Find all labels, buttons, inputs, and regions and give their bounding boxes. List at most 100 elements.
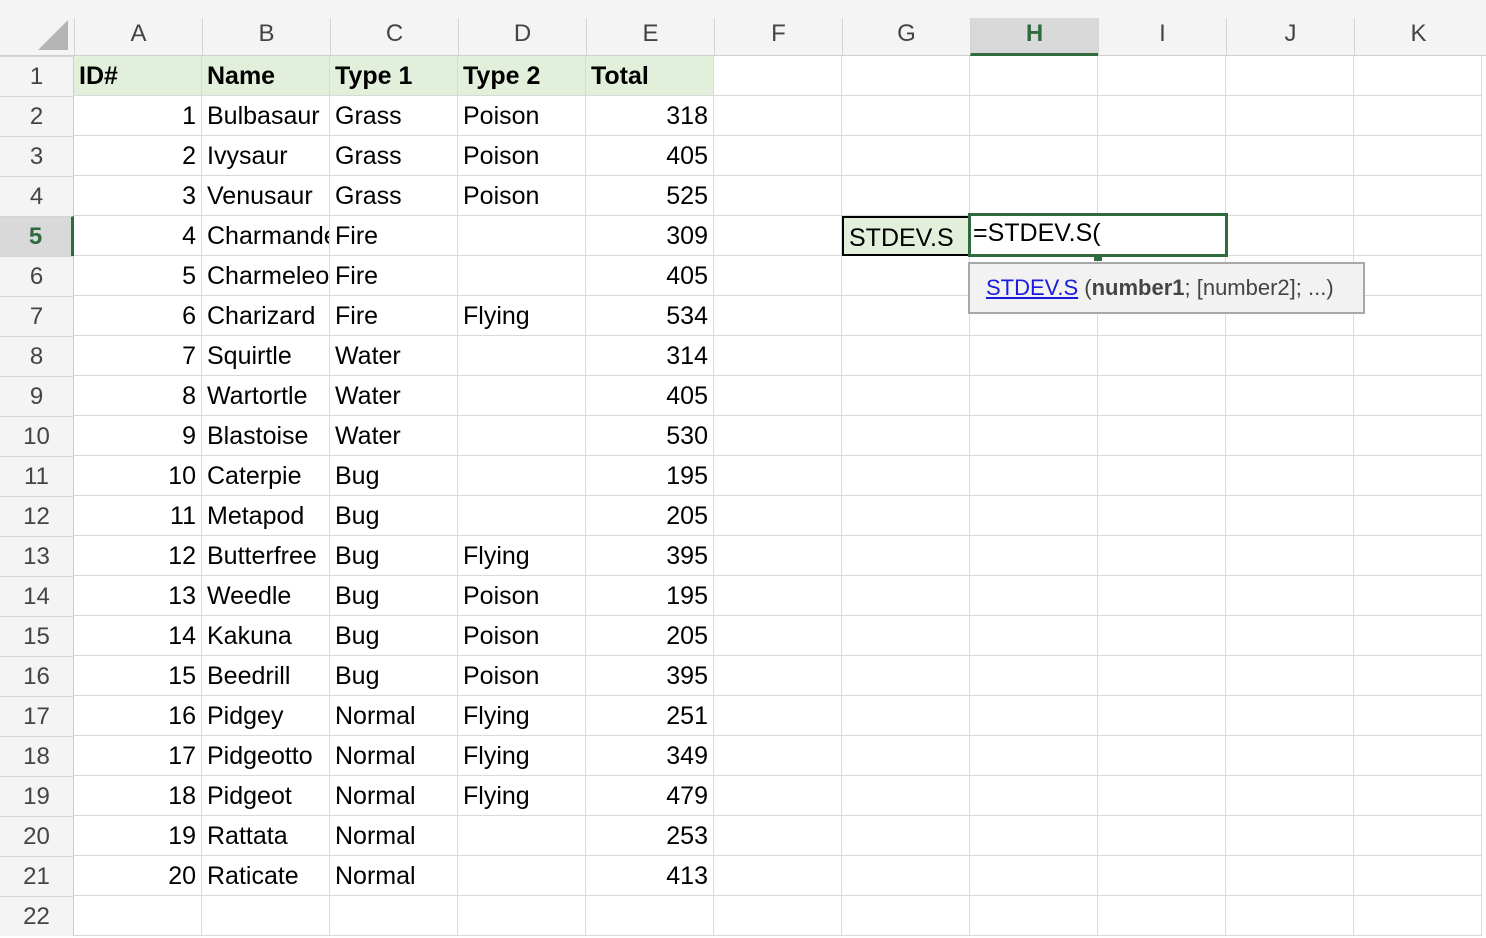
cell-B5[interactable]: Charmander bbox=[202, 216, 330, 256]
column-header-B[interactable]: B bbox=[202, 18, 330, 56]
cell-B12[interactable]: Metapod bbox=[202, 496, 330, 536]
row-header-19[interactable]: 19 bbox=[0, 776, 74, 816]
cell-I12[interactable] bbox=[1098, 496, 1226, 536]
cell-C18[interactable]: Normal bbox=[330, 736, 458, 776]
cell-F4[interactable] bbox=[714, 176, 842, 216]
cell-K2[interactable] bbox=[1354, 96, 1482, 136]
cell-I4[interactable] bbox=[1098, 176, 1226, 216]
cell-D9[interactable] bbox=[458, 376, 586, 416]
cell-C9[interactable]: Water bbox=[330, 376, 458, 416]
cell-E13[interactable]: 395 bbox=[586, 536, 714, 576]
cell-A20[interactable]: 19 bbox=[74, 816, 202, 856]
cell-A14[interactable]: 13 bbox=[74, 576, 202, 616]
cell-F15[interactable] bbox=[714, 616, 842, 656]
cell-I18[interactable] bbox=[1098, 736, 1226, 776]
row-header-12[interactable]: 12 bbox=[0, 496, 74, 536]
cell-D11[interactable] bbox=[458, 456, 586, 496]
cell-F2[interactable] bbox=[714, 96, 842, 136]
cell-H1[interactable] bbox=[970, 56, 1098, 96]
cell-G10[interactable] bbox=[842, 416, 970, 456]
cell-H5[interactable]: =STDEV.S( bbox=[968, 213, 1228, 257]
cell-K21[interactable] bbox=[1354, 856, 1482, 896]
cell-B9[interactable]: Wartortle bbox=[202, 376, 330, 416]
cell-H13[interactable] bbox=[970, 536, 1098, 576]
cell-C15[interactable]: Bug bbox=[330, 616, 458, 656]
cell-E6[interactable]: 405 bbox=[586, 256, 714, 296]
column-header-I[interactable]: I bbox=[1098, 18, 1226, 56]
cell-K18[interactable] bbox=[1354, 736, 1482, 776]
cell-C3[interactable]: Grass bbox=[330, 136, 458, 176]
cell-B14[interactable]: Weedle bbox=[202, 576, 330, 616]
row-header-22[interactable]: 22 bbox=[0, 896, 74, 936]
cell-K19[interactable] bbox=[1354, 776, 1482, 816]
cell-G12[interactable] bbox=[842, 496, 970, 536]
cell-F19[interactable] bbox=[714, 776, 842, 816]
cell-E18[interactable]: 349 bbox=[586, 736, 714, 776]
cell-C8[interactable]: Water bbox=[330, 336, 458, 376]
cell-I8[interactable] bbox=[1098, 336, 1226, 376]
cell-A9[interactable]: 8 bbox=[74, 376, 202, 416]
cell-G21[interactable] bbox=[842, 856, 970, 896]
cell-J2[interactable] bbox=[1226, 96, 1354, 136]
cell-I9[interactable] bbox=[1098, 376, 1226, 416]
cell-J18[interactable] bbox=[1226, 736, 1354, 776]
column-header-E[interactable]: E bbox=[586, 18, 714, 56]
cell-E10[interactable]: 530 bbox=[586, 416, 714, 456]
cell-C17[interactable]: Normal bbox=[330, 696, 458, 736]
row-header-1[interactable]: 1 bbox=[0, 56, 74, 96]
cell-K11[interactable] bbox=[1354, 456, 1482, 496]
select-all-button[interactable] bbox=[0, 18, 74, 56]
cell-F20[interactable] bbox=[714, 816, 842, 856]
cell-D18[interactable]: Flying bbox=[458, 736, 586, 776]
cell-K16[interactable] bbox=[1354, 656, 1482, 696]
cell-C22[interactable] bbox=[330, 896, 458, 936]
cell-K8[interactable] bbox=[1354, 336, 1482, 376]
cell-B10[interactable]: Blastoise bbox=[202, 416, 330, 456]
cell-C21[interactable]: Normal bbox=[330, 856, 458, 896]
cell-E8[interactable]: 314 bbox=[586, 336, 714, 376]
cell-C19[interactable]: Normal bbox=[330, 776, 458, 816]
cell-E9[interactable]: 405 bbox=[586, 376, 714, 416]
cell-C4[interactable]: Grass bbox=[330, 176, 458, 216]
cell-C6[interactable]: Fire bbox=[330, 256, 458, 296]
row-header-5[interactable]: 5 bbox=[0, 216, 74, 256]
cell-A16[interactable]: 15 bbox=[74, 656, 202, 696]
cell-G19[interactable] bbox=[842, 776, 970, 816]
cell-D7[interactable]: Flying bbox=[458, 296, 586, 336]
cell-D4[interactable]: Poison bbox=[458, 176, 586, 216]
row-header-8[interactable]: 8 bbox=[0, 336, 74, 376]
cell-E22[interactable] bbox=[586, 896, 714, 936]
cell-D5[interactable] bbox=[458, 216, 586, 256]
cell-A1[interactable]: ID# bbox=[74, 56, 202, 96]
cell-G2[interactable] bbox=[842, 96, 970, 136]
cell-H21[interactable] bbox=[970, 856, 1098, 896]
cell-G18[interactable] bbox=[842, 736, 970, 776]
cell-K5[interactable] bbox=[1354, 216, 1482, 256]
cell-F10[interactable] bbox=[714, 416, 842, 456]
cell-F14[interactable] bbox=[714, 576, 842, 616]
cell-J14[interactable] bbox=[1226, 576, 1354, 616]
cell-A17[interactable]: 16 bbox=[74, 696, 202, 736]
cell-J13[interactable] bbox=[1226, 536, 1354, 576]
row-header-2[interactable]: 2 bbox=[0, 96, 74, 136]
cell-J19[interactable] bbox=[1226, 776, 1354, 816]
cell-E7[interactable]: 534 bbox=[586, 296, 714, 336]
cell-B13[interactable]: Butterfree bbox=[202, 536, 330, 576]
cell-J11[interactable] bbox=[1226, 456, 1354, 496]
cell-K3[interactable] bbox=[1354, 136, 1482, 176]
cell-E14[interactable]: 195 bbox=[586, 576, 714, 616]
cell-I21[interactable] bbox=[1098, 856, 1226, 896]
cell-J5[interactable] bbox=[1226, 216, 1354, 256]
cell-D8[interactable] bbox=[458, 336, 586, 376]
cell-F6[interactable] bbox=[714, 256, 842, 296]
cell-B17[interactable]: Pidgey bbox=[202, 696, 330, 736]
column-header-K[interactable]: K bbox=[1354, 18, 1482, 56]
cell-A21[interactable]: 20 bbox=[74, 856, 202, 896]
row-header-15[interactable]: 15 bbox=[0, 616, 74, 656]
row-header-11[interactable]: 11 bbox=[0, 456, 74, 496]
cell-D22[interactable] bbox=[458, 896, 586, 936]
cell-H18[interactable] bbox=[970, 736, 1098, 776]
cell-E3[interactable]: 405 bbox=[586, 136, 714, 176]
cell-B20[interactable]: Rattata bbox=[202, 816, 330, 856]
cell-A18[interactable]: 17 bbox=[74, 736, 202, 776]
